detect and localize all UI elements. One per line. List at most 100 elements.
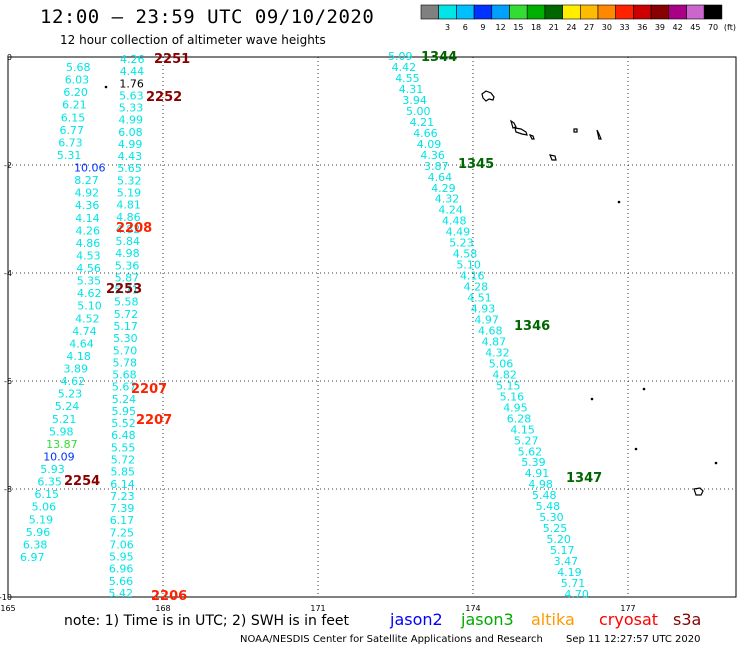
swh-value: 6.21 — [62, 99, 87, 112]
swh-value: 6.38 — [23, 538, 48, 551]
scale-swatch — [456, 4, 475, 20]
swh-value: 5.25 — [543, 522, 568, 535]
swh-value: 4.26 — [120, 53, 145, 66]
swh-value: 5.15 — [496, 379, 521, 392]
footer-credit: NOAA/NESDIS Center for Satellite Applica… — [240, 634, 543, 645]
swh-value: 4.70 — [564, 588, 589, 601]
swh-value: 4.82 — [116, 223, 141, 236]
swh-value: 4.32 — [435, 193, 460, 206]
map-border — [7, 56, 737, 598]
scale-label: 36 — [637, 23, 647, 32]
swh-value: 4.99 — [118, 138, 142, 151]
swh-value: 3.94 — [402, 94, 427, 107]
units-note: note: 1) Time is in UTC; 2) SWH is in fe… — [64, 613, 350, 629]
scale-swatch — [509, 4, 528, 20]
swh-value: 4.19 — [557, 566, 582, 579]
swh-value: 5.24 — [112, 393, 137, 406]
swh-value: 5.68 — [112, 369, 137, 382]
swh-value: 5.78 — [113, 356, 138, 369]
pass-time-label: 1347 — [566, 471, 602, 486]
lat-tick-label: -8 — [4, 485, 12, 494]
island-outline — [693, 487, 704, 496]
swh-value: 4.98 — [528, 478, 553, 491]
swh-value: 5.39 — [521, 456, 546, 469]
swh-value: 5.23 — [58, 388, 82, 401]
swh-value: 5.52 — [111, 417, 136, 430]
swh-value: 5.72 — [114, 308, 139, 321]
swh-value: 5.62 — [518, 445, 543, 458]
swh-value: 5.65 — [117, 162, 142, 175]
swh-value: 6.14 — [110, 478, 135, 491]
island-outline — [481, 90, 495, 102]
swh-value: 5.68 — [66, 61, 91, 74]
swh-value: 5.72 — [111, 454, 136, 467]
swh-value: 6.77 — [60, 124, 85, 137]
pass-time-label: 2253 — [106, 282, 142, 297]
scale-swatch — [544, 4, 563, 20]
swh-value: 5.10 — [456, 259, 481, 272]
swh-value: 5.30 — [113, 332, 138, 345]
swh-value: 4.98 — [115, 247, 140, 260]
swh-value: 5.55 — [111, 441, 135, 454]
swh-value: 5.06 — [489, 357, 514, 370]
swh-value: 7.06 — [109, 538, 134, 551]
swh-value: 5.17 — [550, 544, 575, 557]
swh-value: 5.67 — [112, 381, 136, 394]
swh-value: 8.27 — [74, 174, 99, 187]
swh-value: 4.29 — [431, 182, 456, 195]
legend-altika: altika — [531, 610, 575, 629]
swh-value: 4.82 — [492, 368, 517, 381]
swh-value: 6.17 — [110, 514, 135, 527]
scale-label: 30 — [602, 23, 612, 32]
swh-value: 5.10 — [77, 300, 102, 313]
swh-value: 5.48 — [532, 489, 557, 502]
swh-value: 4.18 — [66, 350, 91, 363]
scale-label: 12 — [496, 23, 506, 32]
swh-value: 3.47 — [554, 555, 579, 568]
swh-value: 4.86 — [116, 211, 141, 224]
scale-swatch — [579, 4, 599, 20]
swh-value: 1.76 — [119, 77, 143, 90]
lat-tick-label: -4 — [4, 269, 12, 278]
swh-value: 6.15 — [61, 111, 86, 124]
swh-value: 6.15 — [35, 488, 60, 501]
swh-value: 5.35 — [77, 275, 102, 288]
island-outline — [573, 128, 578, 133]
swh-value: 4.21 — [410, 116, 435, 129]
swh-value: 5.16 — [500, 390, 524, 403]
swh-value: 5.30 — [539, 511, 564, 524]
island-dot — [642, 387, 646, 391]
scale-swatch — [491, 4, 510, 20]
swh-value: 6.96 — [109, 563, 133, 576]
swh-value: 4.31 — [399, 83, 424, 96]
swh-value: 7.39 — [110, 502, 134, 515]
swh-value: 4.58 — [453, 248, 478, 261]
swh-value: 4.66 — [413, 127, 438, 140]
swh-value: 4.32 — [485, 346, 510, 359]
swh-value: 5.42 — [109, 587, 134, 600]
swh-value: 5.96 — [26, 526, 51, 539]
scale-swatch — [686, 4, 705, 20]
scale-swatch — [633, 4, 652, 20]
scale-swatch — [650, 4, 670, 20]
scale-label: 39 — [655, 23, 665, 32]
swh-value: 5.23 — [449, 237, 474, 250]
scale-label: 6 — [463, 23, 468, 32]
island-dot — [617, 200, 621, 204]
lon-tick-label: 174 — [465, 604, 480, 613]
island-outline — [514, 127, 528, 136]
island-outline — [509, 119, 517, 129]
island-dot — [104, 85, 108, 89]
scale-label: 3 — [445, 23, 450, 32]
swh-value: 4.87 — [482, 335, 507, 348]
footer-timestamp: Sep 11 12:27:57 UTC 2020 — [566, 634, 701, 645]
island-dot — [714, 461, 718, 465]
scale-label: 42 — [673, 23, 683, 32]
lon-tick-label: 177 — [620, 604, 635, 613]
swh-value: 6.20 — [63, 86, 88, 99]
swh-value: 4.24 — [438, 204, 463, 217]
swh-value: 4.99 — [119, 114, 144, 127]
swh-value: 5.85 — [111, 466, 136, 479]
swh-value: 5.00 — [406, 105, 431, 118]
